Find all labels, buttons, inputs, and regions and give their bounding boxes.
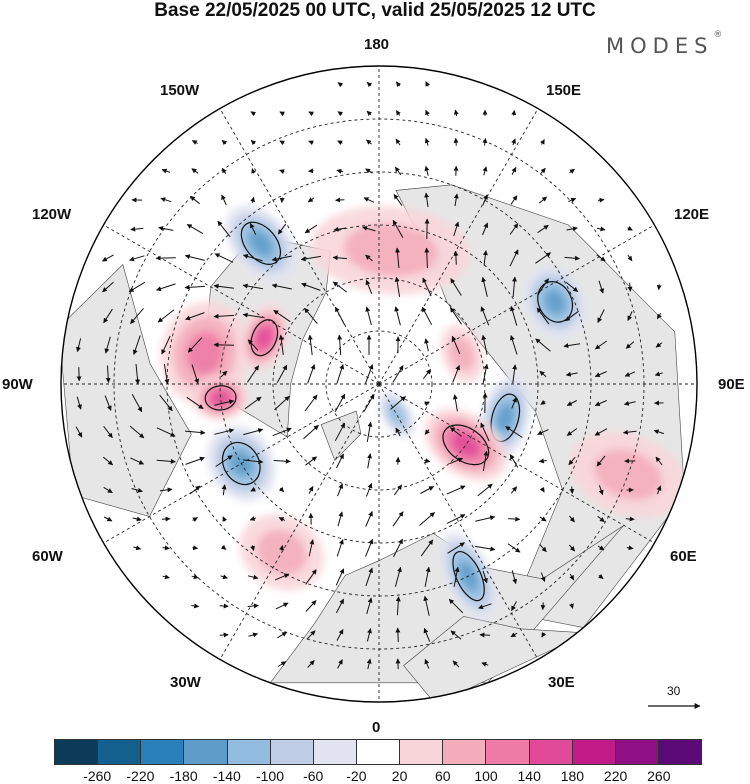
colorbar-segment: [55, 740, 97, 764]
colorbar-tick-label: 260: [647, 768, 670, 784]
lon-label-120w: 120W: [32, 206, 71, 223]
wind-vector: [192, 548, 197, 549]
lon-label-150e: 150E: [546, 82, 581, 99]
colorbar: [54, 739, 702, 765]
lon-label-60e: 60E: [670, 548, 697, 565]
wind-vector: [336, 200, 345, 201]
colorbar-tick-label: -180: [170, 768, 198, 784]
lon-label-90e: 90E: [718, 376, 745, 393]
colorbar-tick-label: 220: [604, 768, 627, 784]
lon-label-120e: 120E: [674, 206, 709, 223]
wind-vector: [220, 606, 229, 607]
colorbar-segment: [140, 740, 183, 764]
lon-label-30w: 30W: [170, 674, 201, 691]
colorbar-segment: [97, 740, 140, 764]
colorbar-segment: [658, 740, 701, 764]
colorbar-segment: [270, 740, 313, 764]
wind-vector: [456, 138, 457, 145]
wind-vector: [626, 519, 634, 520]
wind-vector: [214, 345, 234, 346]
lon-label-60w: 60W: [32, 548, 63, 565]
colorbar-tick-label: -260: [83, 768, 111, 784]
colorbar-segment: [615, 740, 658, 764]
lon-label-90w: 90W: [2, 376, 33, 393]
wind-vector: [480, 635, 490, 636]
wind-vector: [156, 258, 176, 259]
colorbar-segment: [442, 740, 485, 764]
wind-vector: [398, 628, 399, 642]
colorbar-segment: [485, 740, 528, 764]
lon-label-30e: 30E: [548, 674, 575, 691]
colorbar-segment: [313, 740, 356, 764]
wind-vector: [659, 284, 660, 289]
colorbar-tick-label: -220: [126, 768, 154, 784]
colorbar-tick-label: 140: [518, 768, 541, 784]
colorbar-segment: [399, 740, 442, 764]
colorbar-tick-label: -60: [303, 768, 323, 784]
colorbar-tick-label: 20: [392, 768, 408, 784]
colorbar-tick-label: 180: [561, 768, 584, 784]
colorbar-segment: [356, 740, 399, 764]
colorbar-tick-label: -140: [213, 768, 241, 784]
wind-vector: [456, 251, 457, 264]
colorbar-tick-label: -100: [256, 768, 284, 784]
colorbar-tick-label: 100: [474, 768, 497, 784]
reference-vector-label: 30: [667, 684, 680, 698]
colorbar-labels: -260 -220 -180 -140 -100 -60 -20 20 60 100 140 180 2…: [0, 768, 750, 783]
lon-label-150w: 150W: [160, 82, 199, 99]
colorbar-segment: [227, 740, 270, 764]
lon-label-0: 0: [372, 719, 380, 736]
colorbar-segment: [183, 740, 226, 764]
colorbar-tick-label: -20: [346, 768, 366, 784]
lon-label-180: 180: [364, 36, 389, 53]
wind-vector: [543, 602, 544, 609]
colorbar-segment: [572, 740, 615, 764]
colorbar-segment: [529, 740, 572, 764]
wind-vector: [572, 487, 573, 494]
colorbar-tick-label: 60: [435, 768, 451, 784]
wind-vector: [220, 635, 228, 636]
wind-vector: [162, 519, 170, 520]
